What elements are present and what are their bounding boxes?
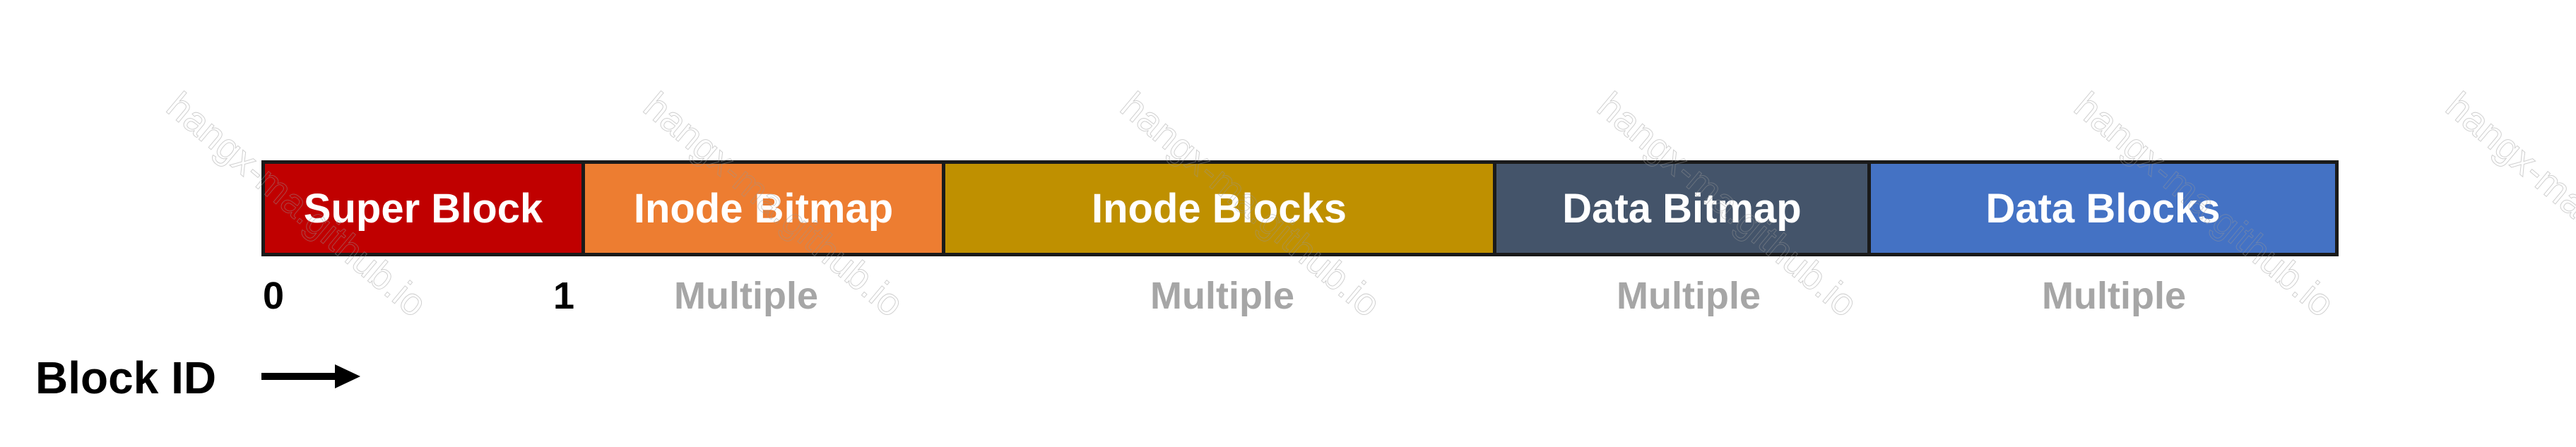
data-bitmap-segment: Data Bitmap [1493,164,1867,253]
data-blocks-segment: Data Blocks [1867,164,2335,253]
block-id-axis-label: Block ID [35,352,217,403]
block-id-start: 0 [263,275,285,317]
inode-bitmap-segment: Inode Bitmap [581,164,942,253]
inode-blocks-segment: Inode Blocks [942,164,1493,253]
block-id-super-end: 1 [553,275,575,317]
filesystem-layout-bar: Super Block Inode Bitmap Inode Blocks Da… [261,160,2339,256]
super-block-segment: Super Block [265,164,581,253]
block-id-inode-blocks: Multiple [1150,275,1294,317]
block-id-inode-bitmap: Multiple [674,275,818,317]
block-id-data-bitmap: Multiple [1617,275,1761,317]
block-id-data-blocks: Multiple [2042,275,2186,317]
right-arrow-icon [261,364,360,388]
watermark-text: hangx-ma.github.io [2438,84,2576,326]
